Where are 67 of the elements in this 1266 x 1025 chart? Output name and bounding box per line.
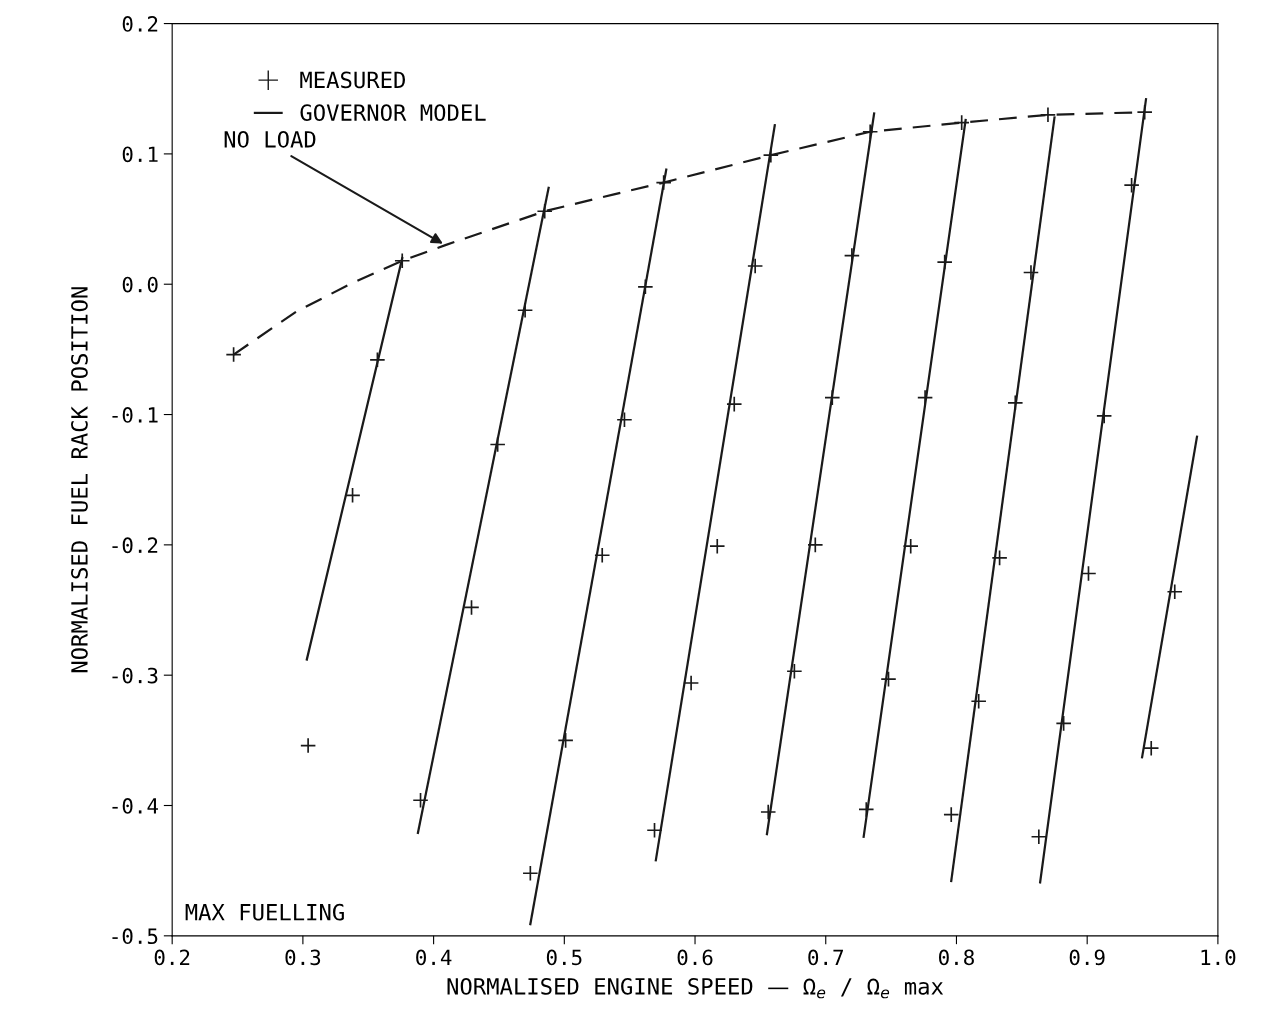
y-tick-label: 0.1 — [122, 146, 158, 163]
y-tick-label: -0.2 — [112, 537, 158, 554]
point — [807, 536, 824, 553]
y-tick-label: 0.2 — [122, 16, 158, 32]
x-tick-label: 0.6 — [677, 949, 713, 966]
point — [225, 346, 242, 363]
point — [760, 803, 777, 821]
point — [1022, 264, 1040, 281]
x-tick-label: 0.9 — [1069, 949, 1105, 966]
x-axis-title: NORMALISED ENGINE SPEED — Ω$_{e}$ / Ω$_{e}$ max — [447, 977, 944, 999]
point — [953, 114, 970, 131]
y-tick-label: -0.1 — [112, 407, 158, 423]
point — [594, 547, 611, 564]
point — [463, 599, 480, 616]
point — [394, 252, 411, 269]
point — [1143, 740, 1160, 757]
point — [522, 865, 539, 882]
point — [369, 351, 386, 368]
point — [880, 670, 897, 688]
point — [786, 663, 803, 680]
point — [747, 257, 764, 275]
legend-label: GOVERNOR MODEL — [300, 104, 486, 121]
point — [1055, 715, 1072, 732]
x-tick-label: 0.2 — [154, 949, 190, 966]
y-tick-label: -0.5 — [112, 928, 158, 945]
point — [1136, 104, 1153, 121]
point — [616, 411, 633, 428]
point — [646, 822, 663, 839]
point — [655, 174, 672, 191]
point — [902, 538, 919, 555]
point — [1030, 828, 1047, 845]
point — [300, 737, 317, 754]
point — [858, 801, 875, 818]
point — [489, 436, 506, 453]
point — [557, 732, 574, 749]
point — [824, 389, 841, 406]
point — [412, 792, 429, 809]
point — [516, 302, 534, 319]
x-tick-label: 0.8 — [939, 949, 974, 966]
x-tick-label: 0.5 — [546, 949, 582, 966]
point — [709, 538, 726, 555]
point — [1039, 106, 1057, 123]
point — [936, 253, 953, 271]
point — [943, 806, 960, 823]
x-tick-label: 0.7 — [808, 949, 843, 966]
point — [991, 549, 1008, 567]
point — [726, 395, 743, 413]
x-tick-label: 0.4 — [416, 949, 452, 966]
point — [1080, 565, 1097, 582]
x-tick-label: 1.0 — [1201, 949, 1236, 966]
y-tick-label: 0.0 — [122, 276, 158, 293]
point — [1166, 583, 1183, 600]
point — [970, 693, 987, 710]
y-axis-title: NORMALISED FUEL RACK POSITION — [71, 287, 88, 673]
annotation: NO LOAD — [224, 130, 316, 148]
y-tick-label: -0.4 — [112, 798, 158, 814]
legend-label: MEASURED — [300, 71, 406, 89]
point — [1123, 177, 1140, 194]
point — [916, 389, 934, 406]
point — [682, 674, 700, 692]
point — [536, 203, 553, 220]
point — [344, 487, 361, 504]
x-tick-label: 0.3 — [285, 949, 321, 966]
y-tick-label: -0.3 — [112, 667, 158, 684]
point — [637, 278, 654, 295]
point — [1007, 394, 1024, 411]
annotation: MAX FUELLING — [185, 903, 344, 921]
